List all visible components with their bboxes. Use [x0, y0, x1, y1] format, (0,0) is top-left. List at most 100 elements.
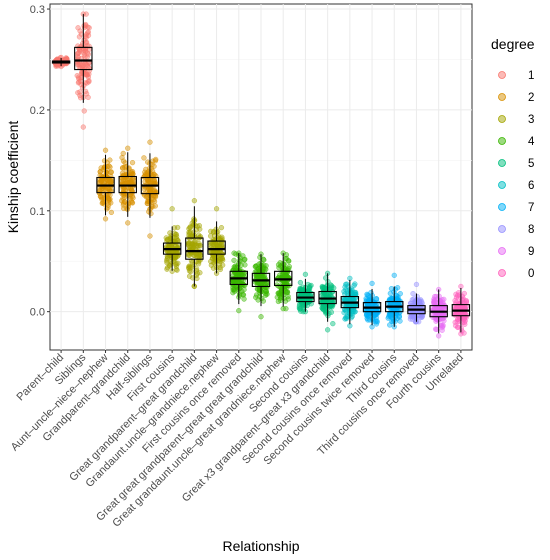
jitter-point	[455, 324, 461, 330]
jitter-point	[328, 282, 334, 288]
jitter-point	[187, 224, 193, 230]
jitter-point	[463, 298, 469, 304]
jitter-point	[330, 320, 336, 327]
jitter-point	[129, 160, 136, 166]
jitter-point	[214, 257, 220, 264]
jitter-point	[343, 281, 349, 288]
jitter-point	[153, 156, 159, 163]
jitter-point	[219, 255, 225, 262]
jitter-point	[127, 193, 133, 199]
y-axis-title: Kinship coefficient	[5, 121, 21, 234]
jitter-point	[141, 155, 147, 161]
jitter-point	[74, 72, 80, 79]
legend-label: 9	[528, 246, 534, 258]
jitter-point	[388, 313, 394, 320]
jitter-point	[343, 315, 349, 321]
jitter-point	[217, 266, 224, 273]
jitter-point	[217, 235, 223, 241]
jitter-point	[324, 327, 331, 333]
jitter-point	[283, 305, 289, 312]
jitter-point	[302, 271, 309, 277]
jitter-point	[260, 298, 267, 304]
jitter-point	[82, 47, 89, 53]
jitter-point	[285, 296, 291, 302]
jitter-point	[217, 264, 223, 271]
jitter-point	[98, 173, 105, 180]
jitter-point	[352, 309, 358, 315]
jitter-point	[239, 288, 245, 294]
jitter-point	[81, 108, 87, 114]
jitter-point	[298, 308, 304, 314]
jitter-point	[235, 284, 241, 291]
jitter-point	[436, 333, 442, 339]
legend-key	[498, 115, 506, 123]
jitter-point	[174, 267, 180, 273]
legend-key	[498, 247, 506, 255]
jitter-point	[453, 294, 460, 300]
legend-label: 5	[528, 158, 534, 170]
jitter-point	[75, 25, 81, 31]
y-axis: 0.0 0.1 0.2 0.3	[30, 4, 50, 319]
jitter-point	[76, 76, 82, 82]
jitter-point	[347, 289, 354, 295]
x-axis: Parent–childSiblingsAunt–uncle–niece–nep…	[9, 350, 466, 530]
jitter-point	[120, 158, 127, 164]
jitter-point	[213, 241, 219, 247]
jitter-point	[125, 220, 131, 226]
legend-key	[498, 269, 506, 277]
jitter-point	[189, 240, 195, 246]
jitter-point	[75, 80, 82, 86]
jitter-point	[328, 309, 335, 315]
jitter-point	[104, 160, 110, 166]
jitter-point	[462, 318, 468, 324]
jitter-point	[231, 257, 237, 264]
jitter-point	[120, 150, 126, 157]
jitter-point	[83, 88, 89, 94]
jitter-point	[169, 206, 175, 212]
jitter-point	[128, 170, 135, 176]
legend-label: 4	[528, 136, 535, 148]
jitter-point	[120, 165, 126, 171]
jitter-point	[103, 174, 109, 180]
jitter-point	[230, 267, 236, 273]
legend-label: 3	[528, 114, 534, 126]
jitter-point	[253, 292, 260, 298]
jitter-point	[410, 290, 416, 297]
jitter-point	[258, 314, 264, 320]
jitter-point	[284, 289, 291, 296]
legend-key	[498, 93, 506, 101]
jitter-point	[263, 288, 269, 294]
jitter-point	[98, 178, 104, 184]
jitter-point	[297, 279, 304, 286]
jitter-point	[411, 296, 417, 302]
jitter-point	[230, 286, 236, 293]
jitter-point	[242, 282, 248, 289]
jitter-point	[121, 192, 127, 198]
legend-label: 0	[528, 268, 534, 280]
jitter-point	[175, 237, 181, 244]
jitter-point	[119, 198, 125, 204]
jitter-point	[102, 147, 109, 153]
jitter-point	[302, 302, 308, 309]
jitter-point	[172, 261, 179, 267]
jitter-point	[211, 228, 217, 235]
jitter-point	[80, 124, 86, 130]
jitter-point	[264, 291, 270, 297]
jitter-point	[97, 188, 103, 194]
jitter-point	[151, 163, 157, 169]
x-axis-title: Relationship	[222, 538, 299, 554]
jitter-point	[147, 139, 153, 145]
legend-key	[498, 71, 506, 79]
jitter-point	[194, 270, 201, 277]
jitter-point	[413, 281, 420, 288]
jitter-point	[76, 34, 83, 40]
jitter-point	[462, 313, 469, 320]
jitter-point	[241, 271, 247, 277]
jitter-point	[213, 206, 220, 212]
jitter-point	[164, 266, 170, 272]
jitter-point	[187, 265, 193, 271]
legend: degree 1 2 3 4 5 6 7 8 9 0	[491, 36, 535, 280]
jitter-point	[218, 224, 225, 231]
jitter-point	[276, 290, 282, 296]
jitter-point	[84, 54, 90, 60]
